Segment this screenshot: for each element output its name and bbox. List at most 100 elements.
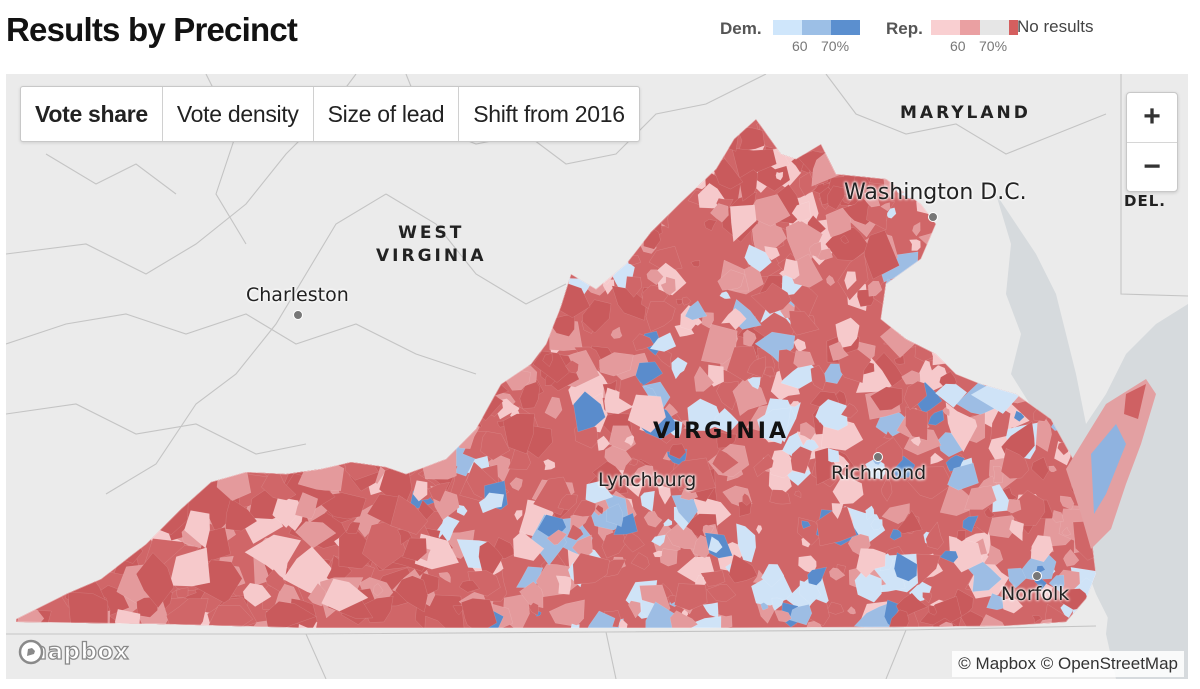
precinct [657,484,672,505]
precinct [669,457,717,494]
precinct [808,241,822,258]
precinct [135,552,175,609]
legend-dem-swatch-3 [831,20,860,35]
precinct [729,204,757,243]
precinct [582,299,612,334]
precinct [750,282,792,315]
zoom-out-button[interactable]: − [1143,150,1161,183]
precinct [966,560,1002,592]
precinct-map[interactable]: WEST VIRGINIA MARYLAND DEL. VIRGINIA Cha… [6,74,1188,679]
precinct [566,524,584,541]
tab-vote-density[interactable]: Vote density [163,87,314,141]
precinct [67,591,109,628]
label-charleston: Charleston [246,284,349,306]
precinct [681,296,692,306]
precinct [908,239,921,251]
charleston-marker [293,310,303,320]
precinct [863,192,881,208]
precinct [1061,526,1072,536]
precinct [674,583,708,611]
precinct [307,582,328,607]
border-line [305,629,907,679]
precinct [629,458,639,466]
map-canvas[interactable] [6,74,1188,679]
precinct [774,610,792,623]
precinct [990,406,1011,441]
precinct [825,207,852,238]
precinct [611,285,647,321]
precinct [532,350,570,383]
tab-vote-share[interactable]: Vote share [21,87,163,141]
label-west-virginia-line-2: VIRGINIA [376,246,487,266]
precinct [1051,509,1064,523]
precinct [881,475,893,502]
zoom-in-button[interactable]: + [1127,93,1177,143]
precinct [775,171,784,181]
precinct [583,610,616,628]
precinct [789,400,801,408]
precinct [599,352,634,377]
legend-no-results-label: No results [1017,17,1094,36]
precinct [864,458,886,480]
precinct [438,572,451,584]
legend-dem-tick-70: 70% [821,38,850,54]
precinct [632,333,655,351]
precinct [788,310,820,336]
precinct [746,356,767,378]
precinct [889,609,910,628]
richmond-marker [873,452,883,462]
map-attribution[interactable]: © Mapbox © OpenStreetMap [952,651,1184,677]
precinct [294,521,337,549]
precinct [645,301,676,332]
border-line [45,153,177,195]
legend-dem-swatch-1 [773,20,802,35]
precinct [763,366,776,377]
precinct [802,439,820,451]
precinct [1030,534,1054,563]
precinct [169,547,211,587]
precinct [684,300,708,321]
precinct [700,570,726,587]
precinct [225,498,258,532]
eastern-shore-blue [1091,424,1126,514]
precinct [624,434,635,447]
precinct [760,563,785,588]
precinct [714,407,740,434]
precinct [956,530,967,542]
precinct [467,570,501,597]
precinct [782,258,800,280]
precinct [910,436,921,447]
precinct [816,506,857,547]
precinct [794,490,802,499]
tab-shift-from-2016[interactable]: Shift from 2016 [473,101,625,127]
precinct [265,568,286,592]
precinct [591,460,627,492]
precinct [893,552,918,582]
precinct [706,584,737,603]
mapbox-logo-icon [18,639,44,665]
precinct [412,480,428,502]
precinct [846,606,856,615]
precinct [542,352,553,368]
precinct [720,307,747,331]
precinct [927,409,945,426]
precinct [373,583,384,597]
precinct [835,317,860,349]
precinct [1059,495,1075,510]
precinct [570,623,580,628]
precinct [922,592,932,604]
precinct [635,361,663,386]
precinct [294,492,319,520]
precinct [608,425,637,452]
precinct [261,466,297,501]
precinct [901,370,921,385]
legend-rep-tick-60: 60 [950,38,966,54]
precinct [671,356,688,380]
precinct [555,575,572,595]
precinct [928,604,938,616]
precinct [1048,574,1065,594]
precinct [509,477,523,491]
mapbox-logo[interactable]: mapbox [18,638,129,666]
tab-size-of-lead[interactable]: Size of lead [314,87,460,141]
legend-dem-tick-60: 60 [792,38,808,54]
